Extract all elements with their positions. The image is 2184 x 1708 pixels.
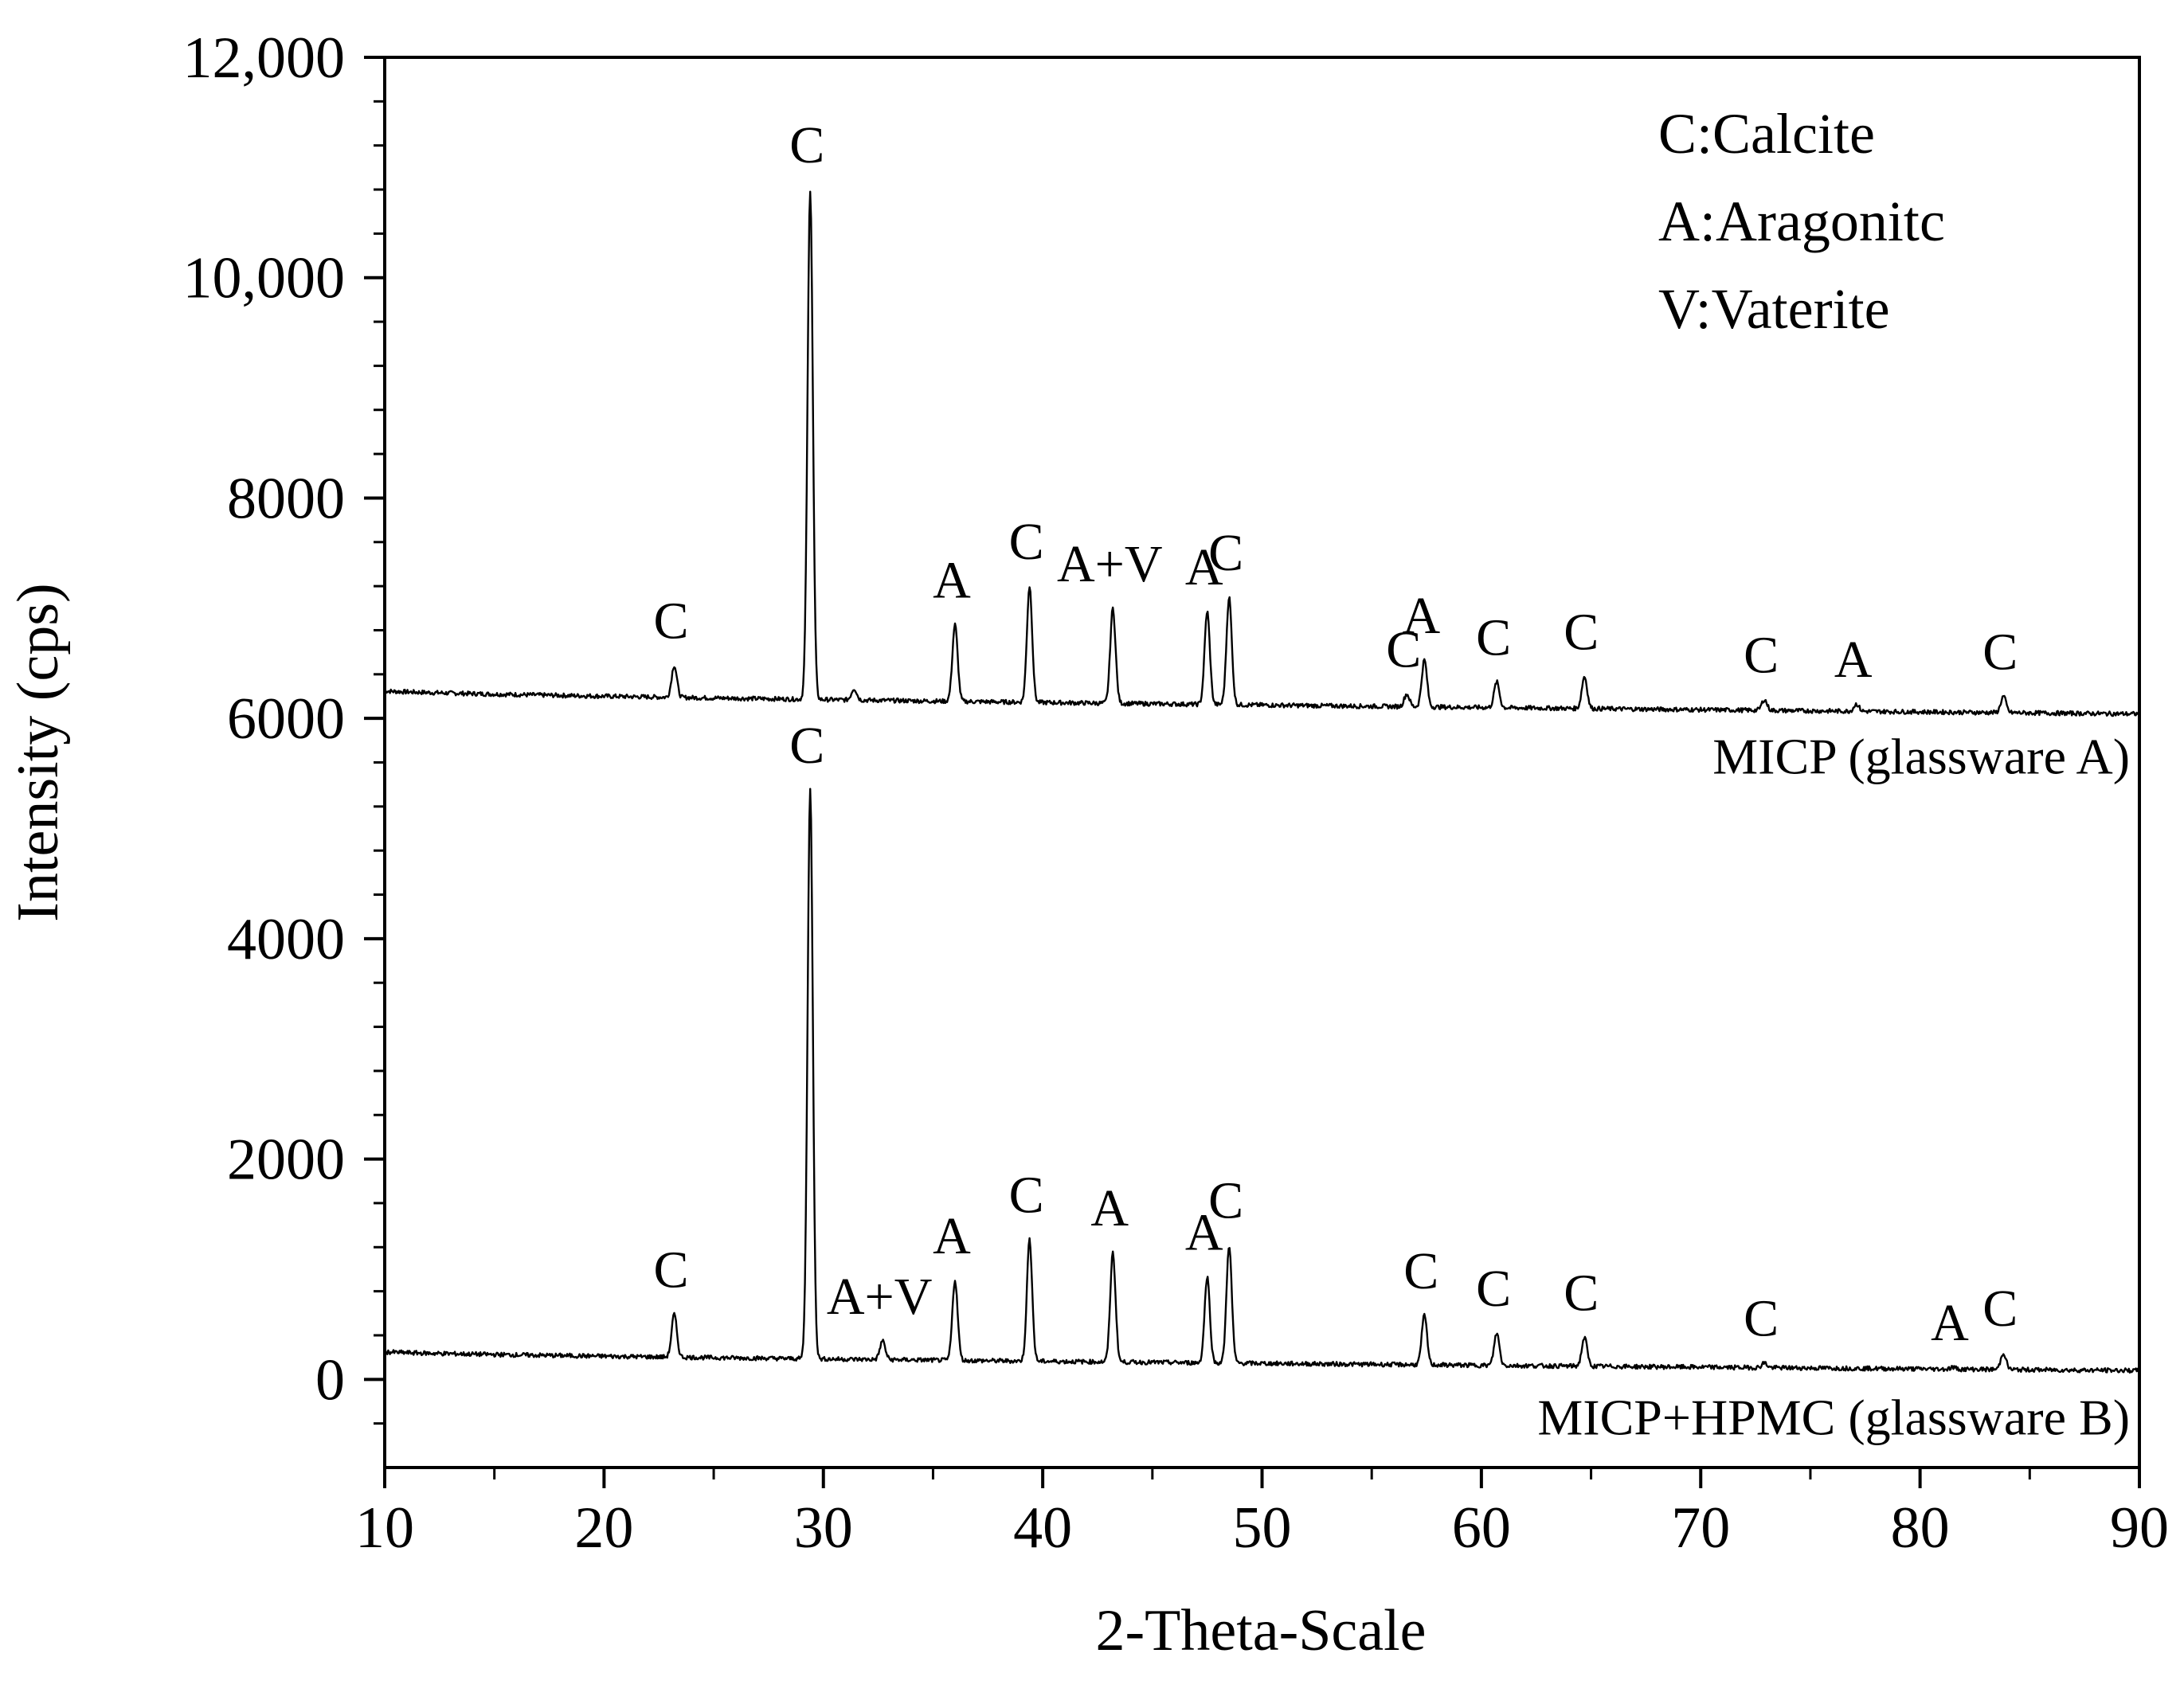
peak-label: A+V	[1057, 535, 1163, 593]
peak-label: A+V	[827, 1268, 933, 1326]
peak-label: C	[653, 1241, 688, 1300]
peak-label: C	[1403, 1242, 1438, 1300]
y-tick-label: 0	[315, 1347, 345, 1413]
peak-label: A	[933, 1207, 971, 1265]
y-tick-label: 10,000	[183, 246, 346, 311]
peak-label: C	[1476, 608, 1511, 666]
peak-label: A	[933, 552, 971, 610]
series-name-label: MICP (glassware A)	[1712, 728, 2130, 784]
y-axis-title: Intensity (cps)	[6, 583, 71, 921]
peak-label: C	[1386, 621, 1421, 679]
peak-label: C	[653, 592, 688, 651]
y-tick-label: 8000	[227, 466, 345, 531]
peak-label: C	[1208, 1172, 1243, 1230]
y-tick-label: 4000	[227, 907, 345, 972]
peak-label: C	[1744, 627, 1779, 685]
peak-label: C	[1009, 1167, 1044, 1225]
peak-label: C	[1476, 1260, 1511, 1318]
x-tick-label: 50	[1233, 1495, 1292, 1561]
peak-label: A	[1834, 631, 1873, 689]
peak-label: C	[1982, 1280, 2018, 1338]
x-tick-label: 70	[1671, 1495, 1730, 1561]
x-tick-label: 60	[1452, 1495, 1511, 1561]
y-tick-label: 12,000	[183, 25, 346, 91]
peak-label: C	[789, 717, 824, 775]
peak-label: C	[789, 116, 824, 174]
legend-entry: V:Vaterite	[1658, 277, 1890, 341]
peak-label: C	[1744, 1290, 1779, 1348]
x-tick-label: 80	[1891, 1495, 1950, 1561]
x-tick-label: 40	[1013, 1495, 1072, 1561]
y-tick-label: 6000	[227, 686, 345, 752]
x-tick-label: 30	[794, 1495, 853, 1561]
peak-label: A	[1931, 1294, 1969, 1352]
series-line	[384, 190, 2141, 717]
x-tick-label: 10	[355, 1495, 414, 1561]
legend-entry: C:Calcite	[1658, 102, 1875, 166]
legend: C:Calcite A:Aragonitc V:Vaterite	[1658, 102, 1945, 341]
peak-label: C	[1982, 623, 2018, 681]
x-axis-title: 2-Theta-Scale	[1096, 1598, 1427, 1663]
y-tick-label: 2000	[227, 1128, 345, 1193]
x-tick-label: 90	[2110, 1495, 2169, 1561]
peak-label: C	[1564, 1264, 1599, 1323]
peak-label: C	[1208, 524, 1243, 582]
legend-entry: A:Aragonitc	[1658, 190, 1945, 253]
peak-label: C	[1009, 513, 1044, 571]
series-name-label: MICP+HPMC (glassware B)	[1537, 1389, 2130, 1445]
peak-label: A	[1185, 538, 1223, 596]
x-tick-label: 20	[574, 1495, 633, 1561]
peak-label: A	[1402, 587, 1440, 645]
peak-label: C	[1564, 604, 1599, 662]
peak-label: A	[1090, 1179, 1129, 1237]
series-line	[384, 788, 2140, 1374]
peak-label: A	[1185, 1204, 1223, 1262]
